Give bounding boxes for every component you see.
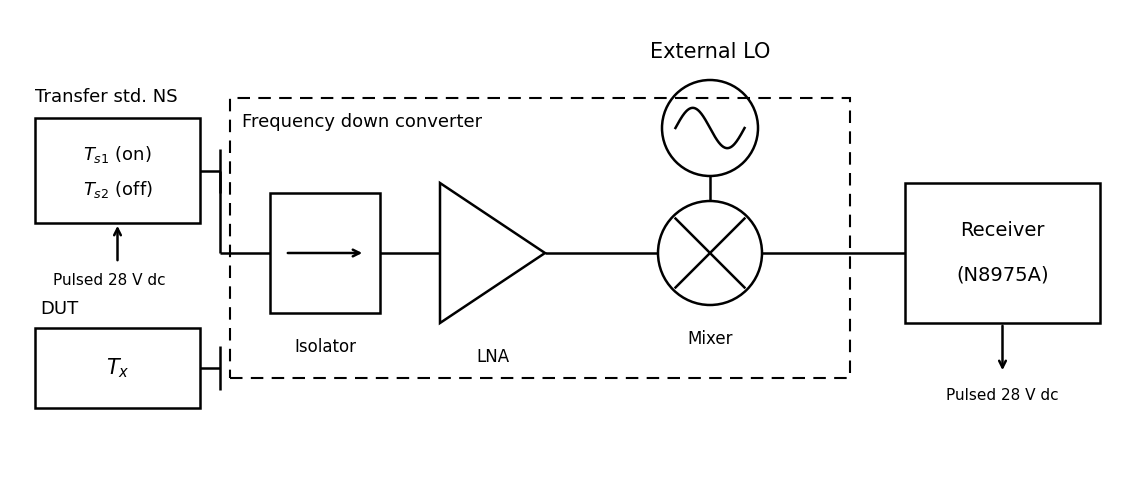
Text: Receiver: Receiver — [960, 222, 1045, 241]
Text: Frequency down converter: Frequency down converter — [242, 113, 482, 131]
Text: LNA: LNA — [475, 348, 509, 366]
Text: DUT: DUT — [40, 300, 78, 318]
Text: $T_{s2}$ (off): $T_{s2}$ (off) — [82, 179, 152, 200]
Text: Pulsed 28 V dc: Pulsed 28 V dc — [54, 273, 166, 288]
Bar — [270, 193, 379, 313]
Text: (N8975A): (N8975A) — [957, 265, 1049, 284]
Bar — [35, 118, 200, 223]
Bar — [905, 183, 1100, 323]
Text: Mixer: Mixer — [687, 330, 733, 348]
Text: Transfer std. NS: Transfer std. NS — [35, 88, 177, 106]
Text: External LO: External LO — [650, 42, 770, 62]
Text: Pulsed 28 V dc: Pulsed 28 V dc — [946, 388, 1058, 403]
Text: Isolator: Isolator — [294, 338, 355, 356]
Bar — [35, 328, 200, 408]
Text: $T_{s1}$ (on): $T_{s1}$ (on) — [83, 144, 152, 165]
Text: $T_x$: $T_x$ — [106, 356, 129, 380]
Bar — [230, 98, 850, 378]
